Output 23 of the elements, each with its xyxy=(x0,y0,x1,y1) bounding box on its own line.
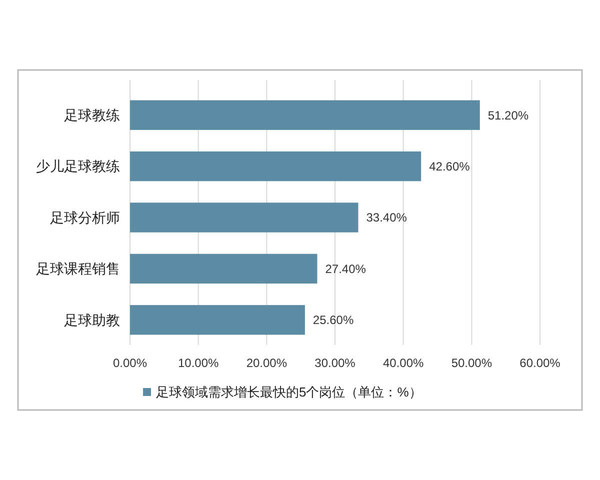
y-tick-label: 足球教练 xyxy=(64,106,120,123)
bar xyxy=(130,254,318,284)
legend-label: 足球领域需求增长最快的5个岗位（单位：%） xyxy=(156,384,422,400)
bar xyxy=(130,100,480,130)
data-label: 51.20% xyxy=(488,108,529,122)
bar xyxy=(130,151,422,182)
data-label: 25.60% xyxy=(312,313,354,328)
bar xyxy=(130,305,305,335)
x-tick-label: 20.00% xyxy=(246,356,288,370)
data-label: 42.60% xyxy=(429,159,470,174)
x-tick-label: 0.00% xyxy=(112,356,148,370)
y-tick-label: 足球助教 xyxy=(64,312,120,328)
y-tick-label: 足球分析师 xyxy=(50,209,120,226)
x-tick-label: 60.00% xyxy=(520,356,561,370)
y-tick-label: 少儿足球教练 xyxy=(36,158,120,174)
x-tick-label: 40.00% xyxy=(382,356,424,370)
bar xyxy=(130,202,358,232)
data-label: 33.40% xyxy=(366,210,408,225)
x-tick-label: 50.00% xyxy=(451,356,492,370)
data-label: 27.40% xyxy=(325,262,366,276)
x-tick-label: 30.00% xyxy=(314,356,356,370)
x-tick-label: 10.00% xyxy=(178,356,220,370)
y-tick-label: 足球课程销售 xyxy=(36,260,120,277)
